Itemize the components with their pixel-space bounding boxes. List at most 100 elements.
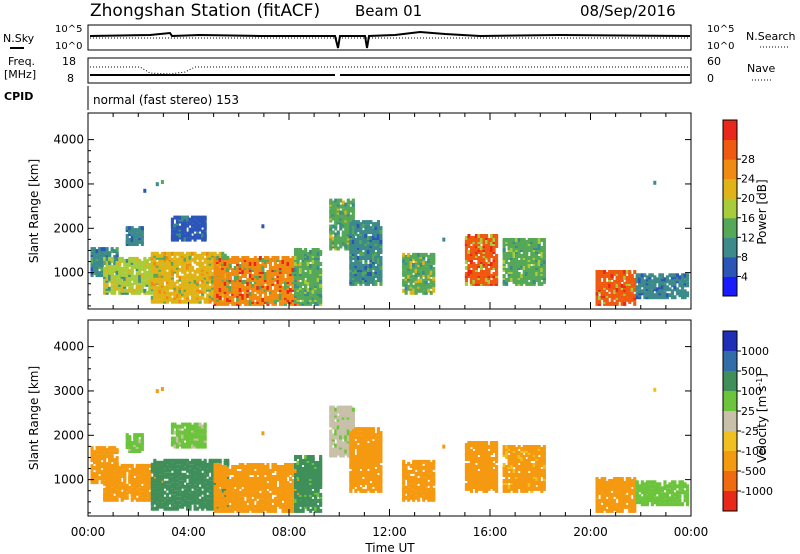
power-cell	[211, 265, 215, 270]
power-cell	[507, 278, 511, 282]
power-cell	[93, 247, 97, 252]
velocity-cell	[163, 468, 167, 473]
power-cell	[371, 240, 375, 244]
power-cell	[196, 261, 200, 266]
nsky-trace	[89, 30, 691, 49]
power-cell	[289, 293, 293, 298]
power-cell	[261, 297, 265, 302]
power-cell	[610, 270, 614, 274]
power-cell	[537, 268, 541, 272]
power-cell	[487, 256, 491, 260]
power-cell	[130, 236, 134, 240]
power-cell	[221, 285, 225, 290]
velocity-cell	[201, 472, 205, 477]
power-cell	[645, 275, 649, 280]
power-cell	[268, 283, 272, 288]
power-cell	[175, 215, 179, 220]
date-label: 08/Sep/2016	[580, 2, 676, 20]
velocity-cell	[213, 496, 217, 501]
power-cell	[165, 251, 169, 256]
power-cell	[603, 291, 607, 296]
power-cell	[678, 289, 682, 294]
power-cell	[135, 238, 139, 242]
power-cell	[477, 234, 481, 238]
power-cell	[469, 236, 473, 240]
power-cell	[233, 256, 237, 260]
power-cell	[160, 293, 164, 298]
velocity-cell	[113, 450, 117, 455]
nsky-label: N.Sky	[3, 32, 35, 45]
power-cell	[191, 251, 195, 256]
power-cell	[354, 226, 358, 231]
power-cell	[306, 287, 310, 292]
power-cell	[650, 279, 654, 284]
power-cell	[409, 254, 413, 259]
power-cell	[98, 247, 102, 252]
velocity-cell	[198, 468, 202, 473]
power-cell	[178, 293, 182, 298]
velocity-cell	[226, 458, 230, 463]
power-cell	[472, 262, 476, 266]
power-cell	[595, 291, 599, 296]
velocity-cell	[181, 472, 185, 477]
power-cell	[193, 295, 197, 300]
power-cell	[238, 287, 242, 292]
power-cell	[201, 279, 205, 284]
power-cell	[424, 266, 428, 271]
power-cell	[145, 278, 149, 283]
velocity-cell	[140, 477, 144, 482]
power-cell	[530, 238, 534, 242]
power-cell	[306, 252, 310, 256]
power-cell	[364, 258, 368, 262]
power-cell	[248, 262, 252, 266]
power-cell	[638, 277, 642, 282]
power-cell	[133, 228, 137, 233]
power-cell	[286, 270, 290, 274]
velocity-cell	[95, 454, 99, 459]
power-cell	[474, 272, 478, 276]
velocity-cell	[216, 481, 220, 485]
power-cell	[100, 273, 104, 278]
power-cell	[231, 279, 235, 284]
velocity-cell	[218, 498, 222, 503]
velocity-cell	[175, 428, 179, 433]
velocity-cell	[178, 434, 182, 439]
velocity-cell	[110, 446, 114, 451]
power-cell	[663, 291, 667, 296]
power-data-layer	[90, 180, 690, 306]
velocity-cell	[183, 488, 187, 493]
velocity-cell	[103, 487, 107, 492]
power-cell	[510, 238, 514, 242]
velocity-cell	[198, 458, 202, 463]
power-cell	[615, 287, 619, 292]
power-cell	[103, 261, 107, 266]
power-cell	[419, 278, 423, 283]
power-patch	[125, 226, 144, 246]
power-cell	[170, 283, 174, 288]
power-cell	[510, 274, 514, 278]
velocity-cell	[165, 498, 169, 503]
power-cell	[289, 287, 293, 292]
velocity-cell	[243, 500, 247, 505]
power-cell	[175, 251, 179, 256]
power-cell	[351, 266, 355, 270]
power-cell	[155, 289, 159, 294]
power-cell	[479, 256, 483, 260]
velocity-cell	[216, 458, 220, 463]
power-cell	[334, 236, 338, 241]
power-cell	[635, 295, 639, 300]
power-ytick-label: 4000	[53, 133, 84, 147]
power-cell	[273, 283, 277, 288]
power-cell	[502, 274, 506, 278]
velocity-cell	[150, 476, 154, 481]
velocity-cell	[98, 458, 102, 463]
power-cell	[301, 254, 305, 258]
velocity-patch	[125, 433, 144, 453]
power-cell	[507, 268, 511, 272]
velocity-cell	[188, 468, 192, 473]
power-cell	[218, 291, 222, 296]
power-cell	[505, 260, 509, 264]
power-cell	[407, 252, 411, 257]
power-cell	[143, 280, 147, 285]
power-cell	[186, 215, 190, 220]
